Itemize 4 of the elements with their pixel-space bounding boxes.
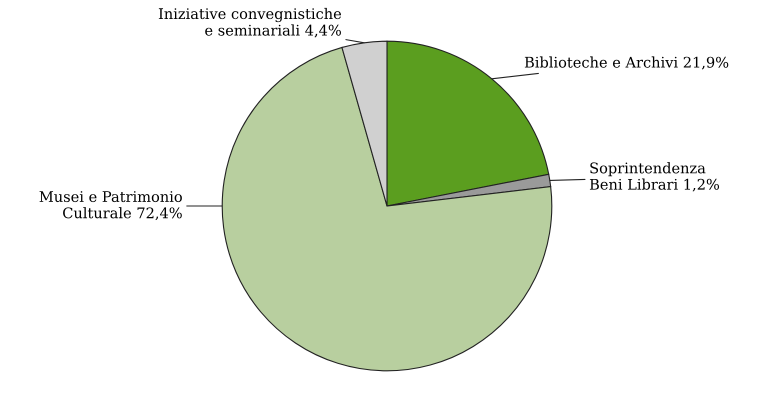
slice-label: Musei e Patrimonio Culturale 72,4% <box>40 191 182 220</box>
slice-label: Biblioteche e Archivi 21,9% <box>524 56 728 70</box>
slice-label: Soprintendenza Beni Librari 1,2% <box>590 162 720 192</box>
slice-label: Iniziative convegnistiche e seminariali 4,4% <box>158 8 342 38</box>
